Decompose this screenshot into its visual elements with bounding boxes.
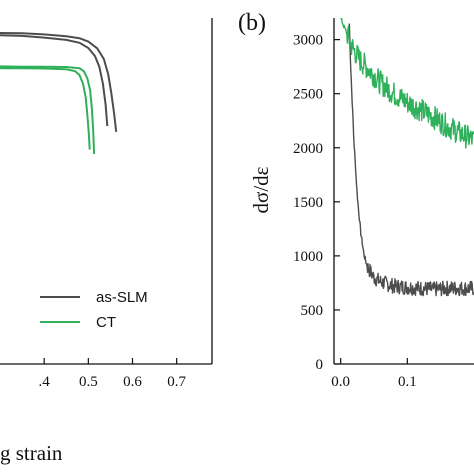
panel-a-x-tick-label: 0.6 (123, 374, 142, 390)
panel-b-letter: (b) (238, 10, 266, 36)
panel-a-x-tick-label: 0.5 (79, 374, 98, 390)
panel-b-y-tick-label: 500 (301, 303, 324, 319)
panel-a-curve-0-1 (0, 34, 109, 127)
legend-label-as-slm: as-SLM (96, 289, 148, 306)
panel-b-x-tick-label: 0.0 (331, 374, 350, 390)
panel-a-x-tick-label: 0.7 (167, 374, 186, 390)
panel-b-y-tick-label: 1000 (293, 249, 323, 265)
panel-a-x-axis-label: g strain (0, 441, 63, 465)
panel-a-curve-0-0 (0, 32, 118, 133)
panel-a: .4 0.5 0.6 0.7 g strain as-SLM CT (0, 18, 213, 465)
panel-b-x-tick-label: 0.1 (398, 374, 417, 390)
panel-b-y-tick-label: 0 (316, 357, 324, 373)
panel-b-y-tick-label: 2000 (293, 141, 323, 157)
panel-a-curve-1-0 (0, 65, 96, 155)
panel-b-y-axis-label: dσ/dε (249, 166, 273, 213)
panel-b-y-tick-label: 1500 (293, 195, 323, 211)
legend: as-SLM CT (40, 289, 148, 331)
panel-b-y-tick-label: 3000 (293, 33, 323, 49)
panel-a-curve-1-1 (0, 67, 91, 150)
panel-b: (b) 0 500 1000 1500 2000 2500 3000 0.0 0.1 dσ/dε (238, 10, 474, 390)
panel-b-curve-0 (348, 23, 474, 297)
panel-a-x-tick-label: .4 (39, 374, 51, 390)
panel-b-curve-1 (340, 18, 474, 149)
legend-label-ct: CT (96, 314, 116, 331)
panel-b-y-tick-label: 2500 (293, 87, 323, 103)
